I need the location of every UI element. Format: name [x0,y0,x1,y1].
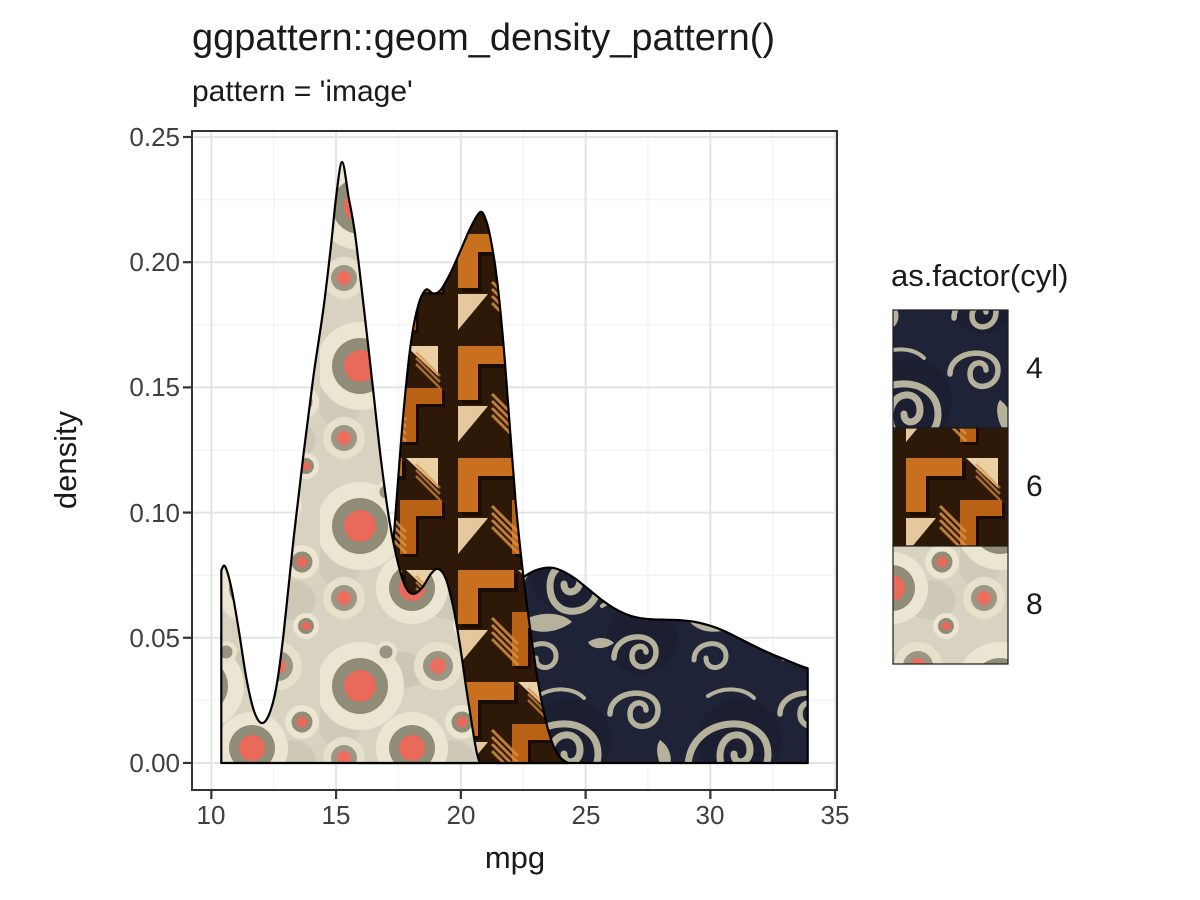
axis-tick-marks [183,135,837,799]
legend-title: as.factor(cyl) [891,258,1069,293]
y-tick-label-0: 0.00 [129,748,180,778]
y-tick-label-3: 0.15 [129,372,180,402]
legend-keys [892,309,1009,665]
density-curve-cyl-8 [220,160,481,765]
x-tick-label-2: 20 [446,800,476,830]
legend-key-cyl-4 [892,309,1009,429]
legend-label-cyl8: 8 [1026,588,1043,621]
density-curves [220,160,809,765]
legend-key-cyl-8 [892,545,1009,665]
y-tick-label-2: 0.10 [129,498,180,528]
y-tick-label-4: 0.20 [129,247,180,277]
legend-label-cyl4: 4 [1026,352,1043,385]
x-tick-label-3: 25 [571,800,601,830]
panel-border [191,130,838,791]
density-curve-cyl-4 [494,566,809,765]
legend-label-cyl6: 6 [1026,470,1043,503]
x-tick-label-4: 30 [695,800,725,830]
plot-subtitle: pattern = 'image' [192,75,413,108]
plot-title: ggpattern::geom_density_pattern() [192,17,776,59]
x-axis-title: mpg [484,840,546,875]
x-tick-label-0: 10 [196,800,226,830]
x-tick-label-5: 35 [820,800,850,830]
legend-key-cyl-6 [892,427,1009,547]
y-tick-label-1: 0.05 [129,623,180,653]
y-axis-title: density [48,410,83,510]
y-tick-label-5: 0.25 [129,122,180,152]
x-tick-label-1: 15 [321,800,351,830]
